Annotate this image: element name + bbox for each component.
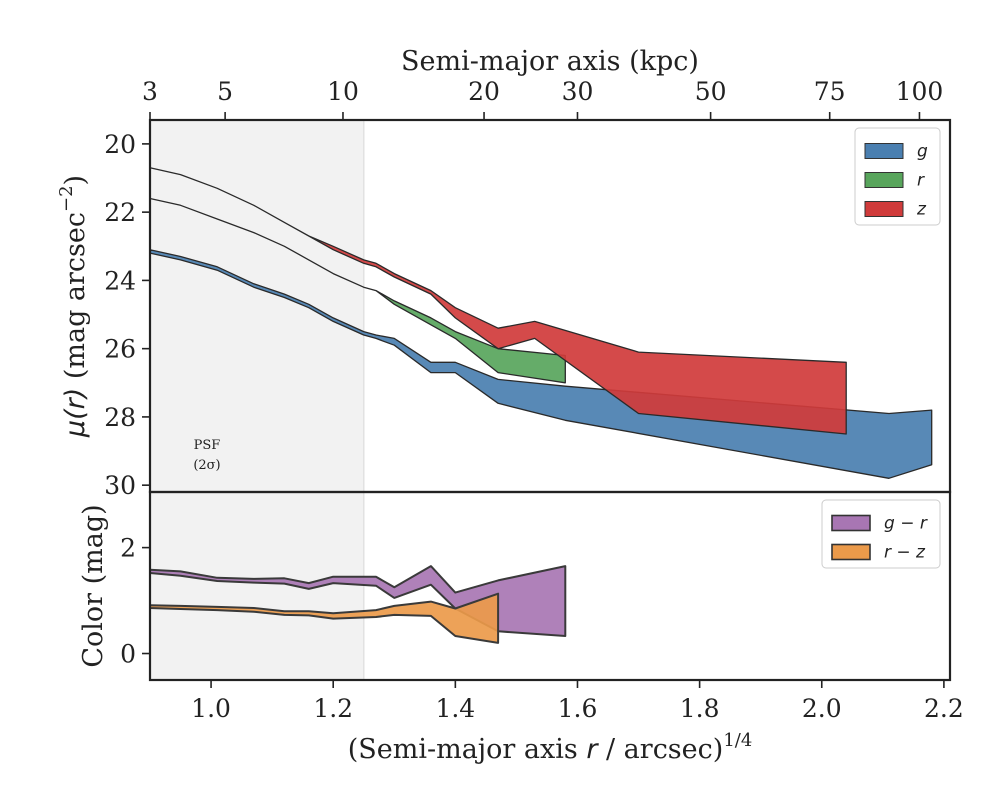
legend-swatch (864, 201, 904, 217)
axes-layer: 20 22 24 26 28 30 3 5 10 20 30 50 75 100 0 2 1.0 1.2 1.4 1.… (56, 46, 964, 765)
xtick-label: 2.0 (802, 694, 842, 723)
legend-swatch (831, 543, 871, 561)
legend-swatch (864, 143, 904, 159)
ytick-label: 28 (104, 403, 136, 432)
xtick-top-label: 3 (142, 77, 158, 106)
x-axis-title: (Semi-major axis r / arcsec)1/4 (348, 730, 753, 765)
legend-label: r (917, 171, 925, 191)
y-axis-bottom-title: Color (mag) (78, 504, 109, 667)
series-band-r (149, 197, 566, 384)
xtick-top-label: 30 (562, 77, 594, 106)
xtick-top-label: 5 (217, 77, 233, 106)
legend-layer: grz g − r r − z (821, 127, 941, 569)
ytick-label: 0 (120, 640, 136, 669)
xtick-top-label: 20 (468, 77, 500, 106)
legend-swatch (864, 172, 904, 188)
legend-label: z (916, 200, 927, 220)
xtick-label: 1.6 (558, 694, 598, 723)
legend-label: r − z (884, 543, 926, 563)
bottom-panel-frame (148, 490, 952, 682)
xtick-top-label: 10 (327, 77, 359, 106)
legend-swatch (831, 514, 871, 532)
x-axis-top-title: Semi-major axis (kpc) (401, 46, 699, 77)
xtick-top-label: 50 (695, 77, 727, 106)
series-layer (149, 167, 933, 644)
y-axis-top-title: μ(r) (mag arcsec−2) (56, 175, 91, 438)
xtick-label: 1.0 (191, 694, 231, 723)
ytick-label: 30 (104, 471, 136, 500)
xtick-label: 2.2 (924, 694, 964, 723)
series-band-z (149, 167, 847, 435)
psf-sublabel: (2σ) (193, 458, 220, 473)
legend-label: g (917, 142, 928, 162)
legend-label: g − r (884, 514, 928, 534)
ytick-label: 2 (120, 534, 136, 563)
ytick-label: 22 (104, 198, 136, 227)
xtick-label: 1.2 (313, 694, 353, 723)
psf-label: PSF (194, 438, 221, 453)
xtick-top-label: 75 (814, 77, 846, 106)
background-layer (150, 120, 365, 680)
psf-region (150, 120, 364, 680)
xtick-top-label: 100 (896, 77, 944, 106)
xtick-label: 1.4 (435, 694, 475, 723)
series-band-rz (149, 592, 500, 644)
ytick-label: 20 (104, 130, 136, 159)
ytick-label: 24 (104, 266, 136, 295)
xtick-label: 1.8 (680, 694, 720, 723)
ytick-label: 26 (104, 335, 136, 364)
